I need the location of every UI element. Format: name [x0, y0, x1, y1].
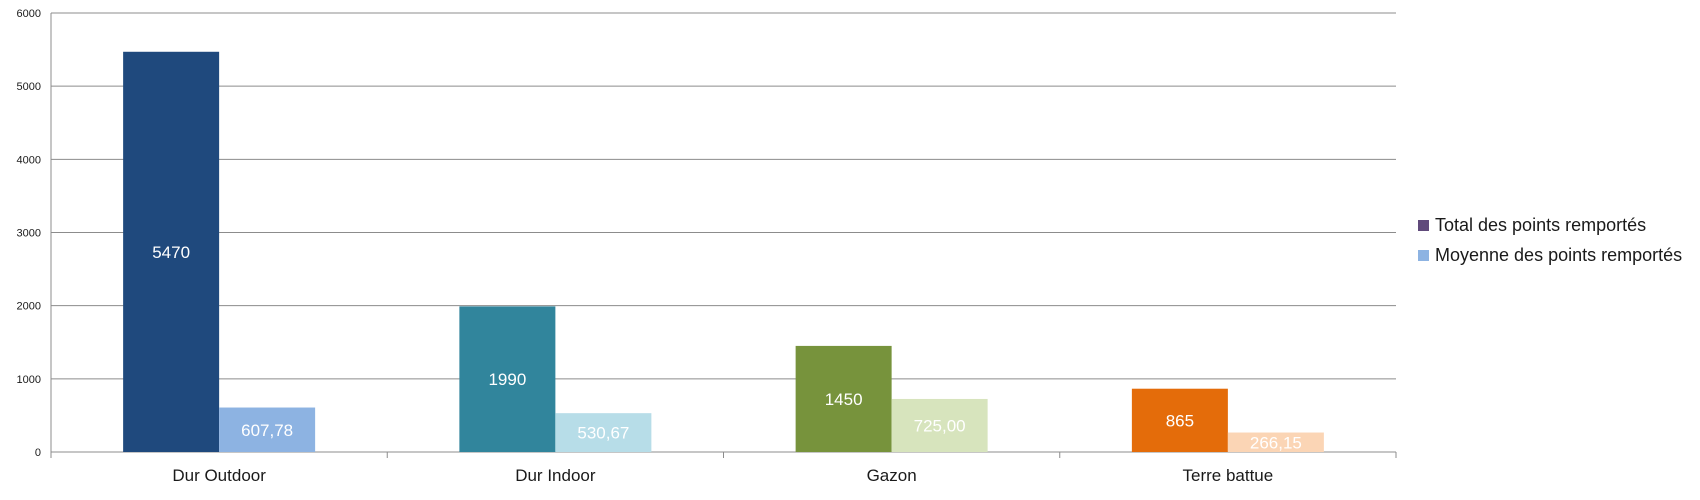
legend: Total des points remportés Moyenne des p…	[1418, 210, 1682, 270]
legend-swatch-moyenne	[1418, 249, 1429, 261]
y-tick-label: 3000	[17, 228, 41, 240]
y-tick-label: 4000	[17, 154, 41, 166]
data-label-total: 5470	[152, 243, 190, 262]
y-tick-label: 1000	[17, 374, 41, 386]
legend-swatch-total	[1418, 219, 1429, 231]
bar-moyenne	[891, 398, 988, 452]
y-tick-label: 0	[35, 447, 41, 459]
data-label-total: 1450	[825, 390, 863, 409]
x-tick-label: Gazon	[867, 466, 917, 485]
legend-label-moyenne: Moyenne des points remportés	[1435, 244, 1683, 265]
data-label-moyenne: 530,67	[577, 424, 629, 443]
bar-total	[1131, 388, 1228, 452]
data-label-moyenne: 266,15	[1250, 433, 1302, 452]
bar-total	[795, 345, 892, 452]
bar-moyenne	[555, 413, 652, 452]
x-tick-label: Dur Outdoor	[172, 466, 266, 485]
legend-item-total: Total des points remportés	[1418, 210, 1682, 240]
data-label-moyenne: 725,00	[914, 416, 966, 435]
bar-moyenne	[219, 407, 316, 452]
y-tick-label: 2000	[17, 301, 41, 313]
x-tick-label: Dur Indoor	[515, 466, 596, 485]
bar-moyenne	[1227, 432, 1324, 452]
legend-label-total: Total des points remportés	[1435, 214, 1647, 235]
data-label-moyenne: 607,78	[241, 421, 293, 440]
x-tick-label: Terre battue	[1183, 466, 1274, 485]
legend-item-moyenne: Moyenne des points remportés	[1418, 240, 1682, 270]
bar-total	[459, 306, 556, 452]
data-label-total: 1990	[488, 370, 526, 389]
y-tick-label: 6000	[17, 8, 41, 20]
y-tick-label: 5000	[17, 81, 41, 93]
bar-total	[123, 51, 220, 453]
data-label-total: 865	[1166, 411, 1194, 430]
